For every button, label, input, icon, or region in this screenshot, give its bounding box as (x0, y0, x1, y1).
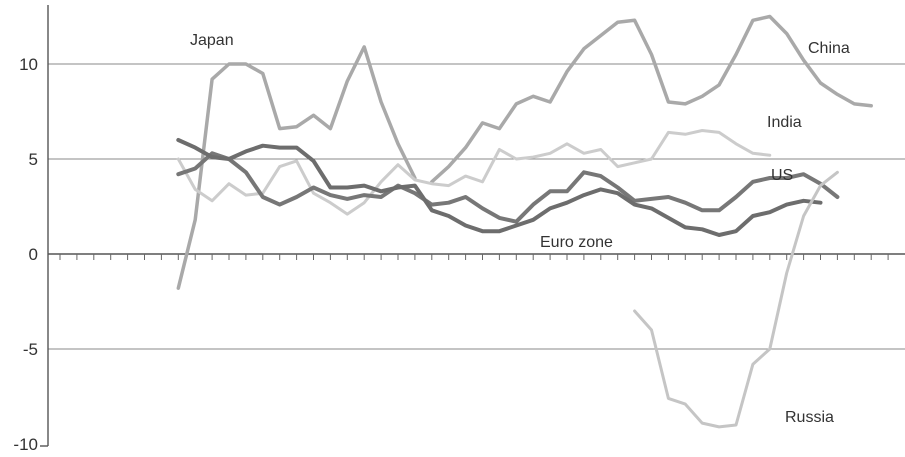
y-tick-labels: 10 5 0 -5 -10 (13, 55, 38, 454)
series-line-euro-zone (176, 138, 823, 237)
series-label-china: China (808, 40, 850, 57)
series-label-russia: Russia (785, 409, 834, 426)
series-label-us: US (771, 167, 793, 184)
series-line-us (176, 151, 840, 224)
series-label-india: India (767, 114, 802, 131)
y-tick-label-10: 10 (19, 55, 38, 74)
x-tick-marks (59, 254, 889, 260)
y-tick-label-minus-10: -10 (13, 435, 38, 454)
series-line-india (176, 129, 772, 216)
grid-layer (40, 5, 905, 447)
y-tick-label-0: 0 (29, 245, 38, 264)
series-line-japan (176, 45, 417, 290)
series-line-russia (633, 170, 839, 429)
series-line-china (430, 14, 873, 184)
y-tick-label-minus-5: -5 (23, 340, 38, 359)
series-label-japan: Japan (190, 32, 234, 49)
series-layer (176, 14, 873, 429)
y-tick-label-5: 5 (29, 150, 38, 169)
series-label-euro-zone: Euro zone (540, 234, 613, 251)
series-labels: Japan China India US Euro zone Russia (190, 32, 850, 426)
